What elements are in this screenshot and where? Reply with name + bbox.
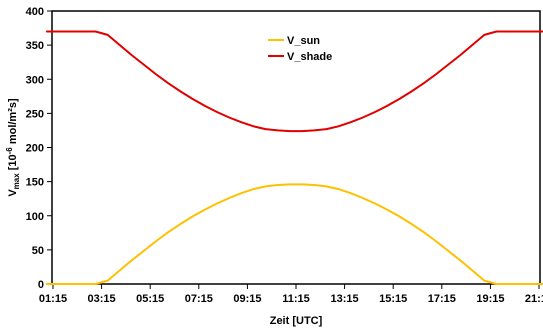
x-tick-label: 13:15 [331,293,359,305]
legend-box [261,29,340,69]
x-tick-label: 01:15 [39,293,67,305]
x-tick-label: 21:15 [525,293,543,305]
y-tick-label: 50 [32,245,44,257]
series-line-v-sun [45,183,543,285]
x-tick-label: 17:15 [428,293,456,305]
y-tick-label: 350 [26,40,44,52]
y-tick-label: 100 [26,211,44,223]
legend-entry-label: V_shade [287,51,332,63]
data-series [45,30,543,285]
y-tick-label: 250 [26,108,44,120]
axis-titles: Zeit [UTC] Vmax [10-6 mol/m²s] [5,98,323,327]
x-tick-label: 19:15 [476,293,504,305]
y-tick-label: 150 [26,177,44,189]
y-axis: 0 50 100 150 200 250 300 350 400 [26,6,52,291]
x-tick-label: 03:15 [88,293,116,305]
x-tick-label: 09:15 [233,293,261,305]
y-tick-label: 400 [26,6,44,18]
x-tick-label: 11:15 [282,293,310,305]
x-axis-title: Zeit [UTC] [270,315,323,327]
y-axis-title: Vmax [10-6 mol/m²s] [5,98,21,197]
y-tick-label: 0 [38,279,44,291]
x-tick-label: 07:15 [185,293,213,305]
x-tick-label: 15:15 [379,293,407,305]
x-tick-label: 05:15 [136,293,164,305]
legend-entry-label: V_sun [287,35,320,47]
y-tick-label: 300 [26,74,44,86]
legend: V_sun V_shade [261,29,340,69]
y-tick-label: 200 [26,143,44,155]
x-axis: 01:15 03:15 05:15 07:15 09:15 11:15 13:15 15:15… [39,284,543,305]
series-line-v-shade [45,30,543,133]
